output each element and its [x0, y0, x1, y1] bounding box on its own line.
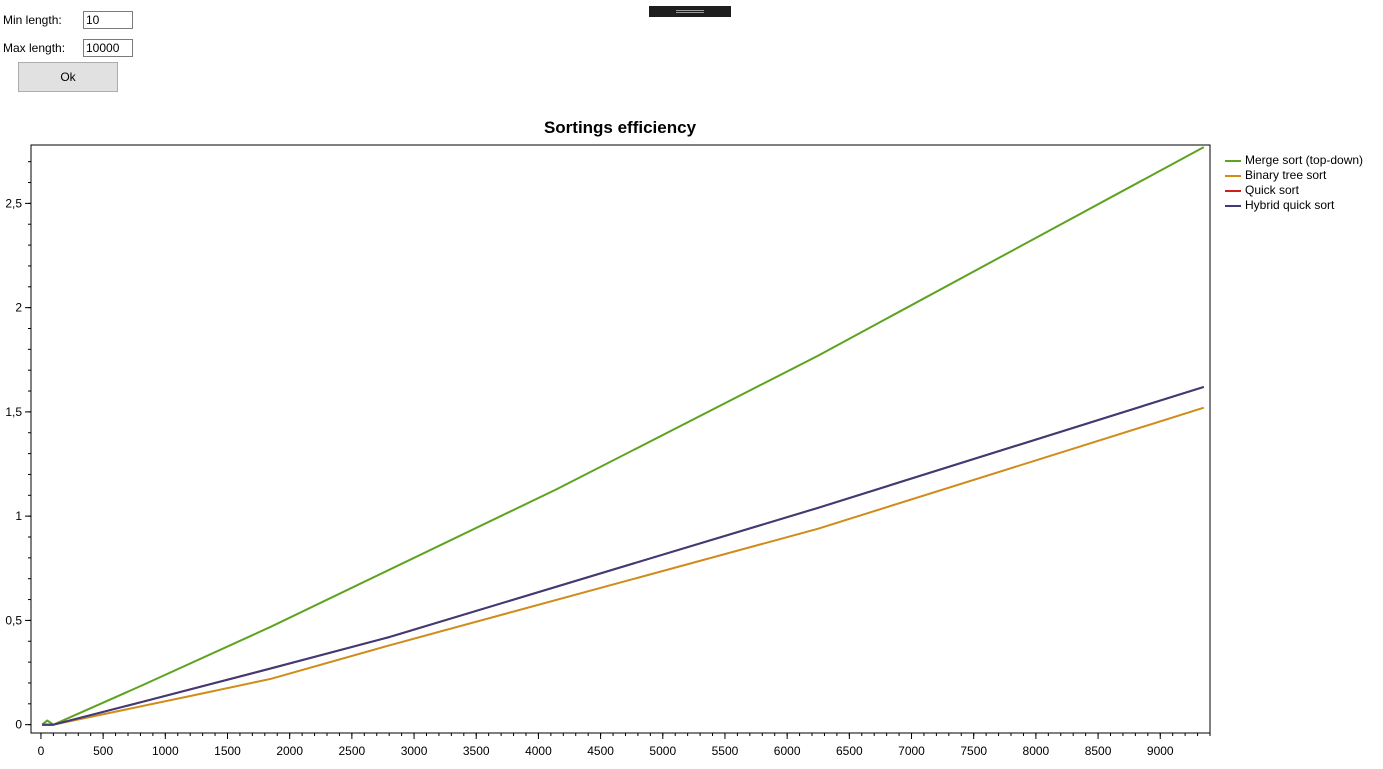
legend-label: Quick sort — [1245, 183, 1300, 197]
max-length-input[interactable] — [83, 39, 133, 57]
y-tick-label: 2,5 — [5, 196, 22, 210]
min-length-label: Min length: — [3, 13, 62, 27]
x-tick-label: 2500 — [339, 744, 366, 758]
chart-legend: Merge sort (top-down) Binary tree sort Qui… — [1225, 153, 1363, 213]
legend-item: Merge sort (top-down) — [1225, 153, 1363, 168]
legend-item: Quick sort — [1225, 183, 1363, 198]
legend-label: Merge sort (top-down) — [1245, 153, 1364, 167]
x-tick-label: 8000 — [1023, 744, 1050, 758]
ok-button[interactable]: Ok — [18, 62, 118, 92]
y-tick-label: 0 — [15, 718, 22, 732]
legend-swatch — [1225, 204, 1241, 207]
y-tick-label: 0,5 — [5, 613, 22, 627]
y-tick-label: 1 — [15, 509, 22, 523]
legend-item: Binary tree sort — [1225, 168, 1363, 183]
series-line — [41, 146, 1205, 726]
x-tick-label: 8500 — [1085, 744, 1112, 758]
series-line — [42, 385, 1205, 726]
x-tick-label: 7000 — [898, 744, 925, 758]
grip-line — [676, 10, 704, 11]
x-tick-label: 1000 — [152, 744, 179, 758]
x-tick-label: 3000 — [401, 744, 428, 758]
grip-line — [676, 12, 704, 13]
x-tick-label: 1500 — [214, 744, 241, 758]
x-tick-label: 6000 — [774, 744, 801, 758]
x-tick-label: 5500 — [712, 744, 739, 758]
min-length-input[interactable] — [83, 11, 133, 29]
x-tick-label: 5000 — [649, 744, 676, 758]
legend-item: Hybrid quick sort — [1225, 198, 1363, 213]
x-tick-label: 500 — [93, 744, 113, 758]
x-tick-label: 6500 — [836, 744, 863, 758]
legend-label: Binary tree sort — [1245, 168, 1327, 182]
legend-swatch — [1225, 189, 1241, 192]
x-tick-label: 7500 — [960, 744, 987, 758]
x-tick-label: 9000 — [1147, 744, 1174, 758]
legend-swatch — [1225, 174, 1241, 177]
x-tick-label: 4500 — [587, 744, 614, 758]
plot-area-frame — [30, 144, 1211, 734]
series-line — [42, 385, 1205, 726]
splitter-grip[interactable] — [649, 6, 731, 17]
x-tick-label: 3500 — [463, 744, 490, 758]
legend-label: Hybrid quick sort — [1245, 198, 1335, 212]
legend-swatch — [1225, 159, 1241, 162]
x-tick-label: 4000 — [525, 744, 552, 758]
x-tick-label: 2000 — [276, 744, 303, 758]
x-tick-label: 0 — [38, 744, 45, 758]
chart-svg: 0 0,5 1 1,5 2 2,5 0 500 1000 1500 2000 2500 3000 3500… — [5, 144, 1211, 758]
y-tick-label: 2 — [15, 301, 22, 315]
chart-title: Sortings efficiency — [543, 118, 697, 137]
max-length-label: Max length: — [3, 41, 66, 55]
y-tick-label: 1,5 — [5, 405, 22, 419]
